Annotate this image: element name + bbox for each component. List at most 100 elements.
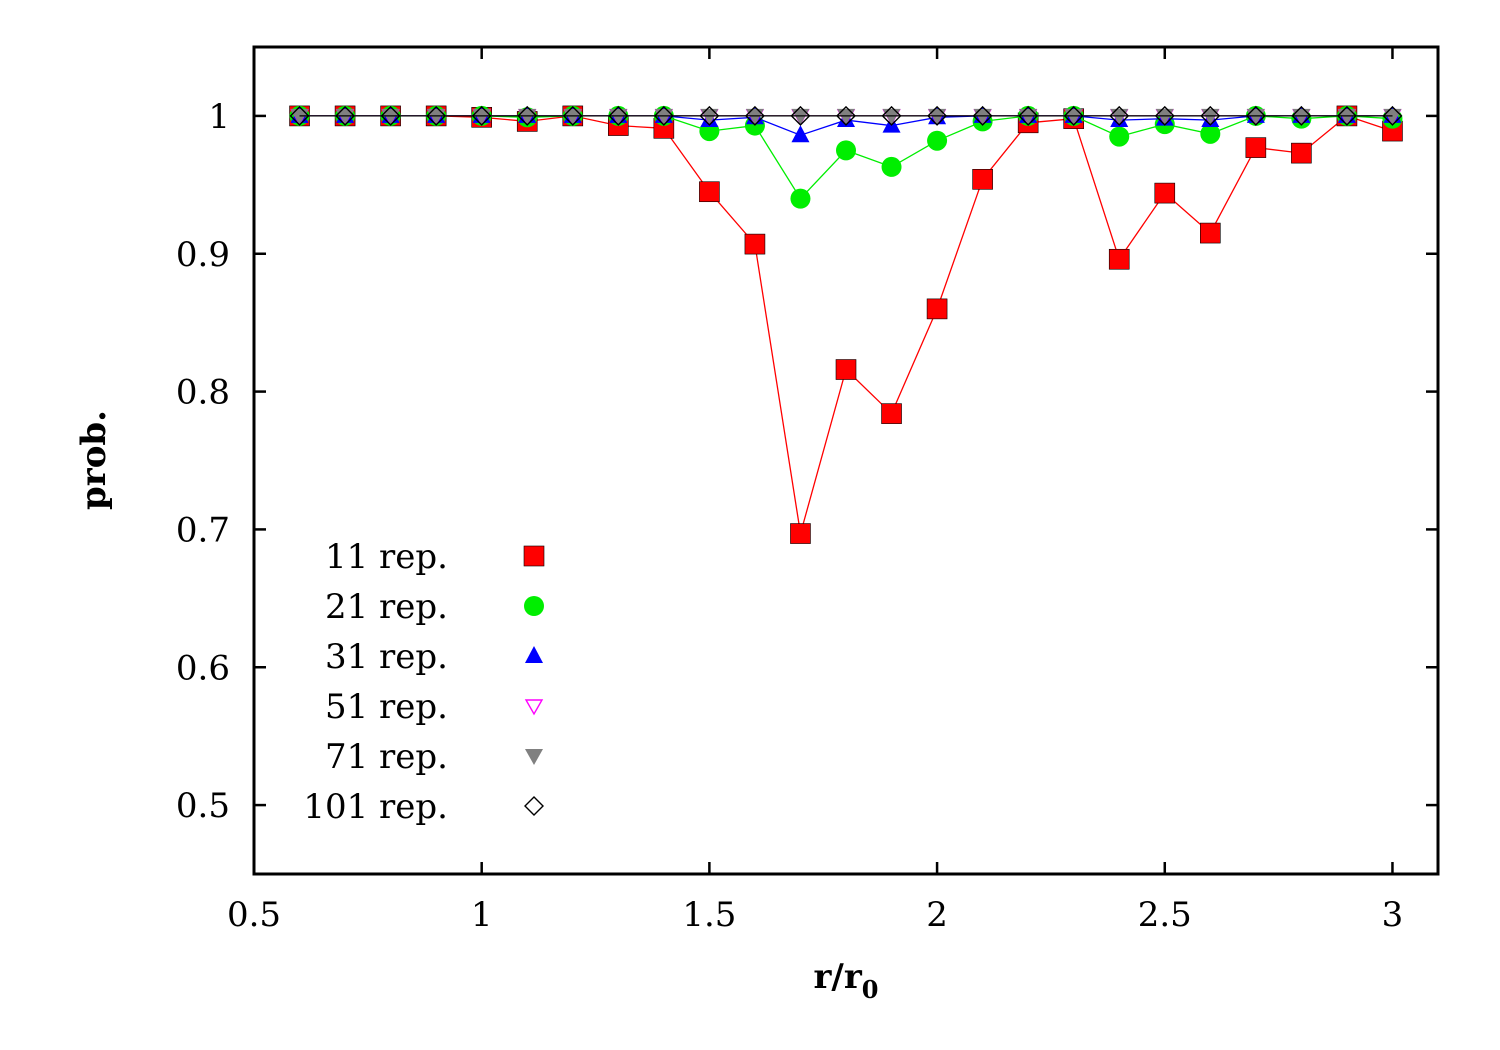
data-point-s5-1 [290,108,309,125]
data-point-s1-22 [1245,137,1267,158]
data-point-s5-19 [1110,108,1129,125]
data-point-s6-21 [1200,105,1221,126]
data-point-s6-13 [836,105,856,126]
data-point-s5-13 [837,108,855,125]
y-tick-label-3: 0.8 [176,373,230,413]
data-point-s6-15 [927,105,948,126]
data-point-s6-1 [289,105,310,126]
data-point-s6-22 [1245,105,1266,126]
data-point-s6-6 [517,105,538,126]
x-tick-label-2: 1.5 [682,895,736,935]
data-point-s6-7 [562,105,583,126]
series-1 [289,105,1403,544]
data-point-s6-11 [744,105,765,126]
legend-label-6: 101 rep. [303,787,448,827]
data-point-s2-12 [790,188,811,209]
data-point-s1-13 [835,359,857,380]
legend-label-1: 11 rep. [325,537,448,577]
data-point-s6-23 [1291,105,1312,126]
data-point-s1-19 [1108,248,1130,270]
data-point-s5-12 [791,108,810,125]
data-point-s2-13 [836,140,856,161]
data-point-s6-3 [380,105,401,126]
data-point-s6-8 [608,105,629,126]
data-point-s5-7 [563,108,582,125]
data-point-s6-16 [972,105,993,126]
data-point-s1-20 [1154,182,1176,204]
data-point-s6-10 [699,105,720,126]
legend-marker-1 [523,545,545,567]
data-point-s2-19 [1109,126,1130,147]
legend-marker-2 [524,596,544,616]
legend-label-5: 71 rep. [325,737,448,777]
data-point-s1-14 [881,403,902,424]
data-point-s6-25 [1382,105,1403,126]
data-point-s5-18 [1064,108,1083,125]
y-tick-label-4: 0.9 [176,235,230,275]
data-point-s1-21 [1200,222,1221,244]
x-tick-label-1: 1 [471,895,493,935]
data-point-s5-23 [1292,108,1311,125]
y-tick-label-2: 0.7 [176,510,230,550]
data-point-s5-14 [882,108,901,125]
data-point-s2-15 [927,130,948,151]
data-point-s5-17 [1019,108,1038,125]
data-point-s6-20 [1154,105,1175,126]
legend-label-2: 21 rep. [325,587,448,627]
x-tick-label-4: 2.5 [1138,895,1192,935]
data-point-s5-25 [1383,108,1402,125]
plot-frame [252,45,1440,876]
data-point-s6-17 [1018,105,1039,126]
legend-label-3: 31 rep. [325,637,448,677]
data-point-s1-16 [972,169,993,190]
data-point-s6-9 [653,105,674,126]
data-point-s6-12 [790,105,811,126]
series-6 [289,105,1403,126]
legend-marker-3 [525,646,543,663]
y-tick-label-1: 0.6 [176,648,230,688]
data-point-s5-24 [1337,108,1356,125]
legend-marker-4 [524,699,544,716]
data-point-s1-12 [790,523,811,544]
legend-marker-5 [525,749,543,765]
y-axis-label: prob. [74,410,114,510]
y-tick-label-0: 0.5 [176,786,230,826]
data-point-s5-3 [381,108,400,125]
legend: 11 rep. 21 rep. 31 rep. 51 rep. 71 rep. 101 r… [303,537,545,827]
data-point-s5-22 [1246,108,1265,125]
data-point-s5-16 [973,108,992,125]
x-tick-label-3: 2 [926,895,948,935]
data-point-s5-5 [472,108,491,125]
y-tick-label-5: 1 [208,97,230,137]
x-axis-label: r/r0 [814,957,879,1004]
data-point-s1-23 [1291,142,1312,164]
data-point-s5-20 [1155,108,1174,125]
legend-label-4: 51 rep. [325,687,448,727]
data-point-s6-14 [881,105,902,126]
data-point-s6-18 [1063,105,1084,126]
legend-marker-6 [524,796,544,816]
data-point-s1-11 [744,233,766,255]
x-axis-label-subscript: 0 [862,975,879,1004]
data-point-s5-6 [518,108,537,125]
series-layer [289,105,1403,544]
data-point-s5-10 [700,108,719,125]
data-point-s6-24 [1336,105,1357,126]
data-point-s1-15 [926,298,948,320]
data-point-s5-21 [1201,108,1220,125]
x-tick-label-0: 0.5 [227,895,281,935]
data-point-s2-14 [881,156,902,177]
tick-layer: 0.5 1 1.5 2 2.5 3 0.5 0.6 0.7 0.8 0.9 1 [176,47,1438,935]
data-point-s6-5 [471,105,492,126]
series-line-1 [299,115,1393,534]
data-point-s5-8 [609,108,628,125]
data-point-s5-4 [427,108,446,125]
data-point-s2-21 [1200,123,1221,144]
data-point-s6-2 [335,105,356,126]
data-point-s6-4 [426,105,447,126]
data-point-s6-19 [1109,105,1130,126]
data-point-s5-9 [654,108,673,125]
x-axis-label-main: r/r [814,957,863,997]
data-point-s1-10 [699,181,720,203]
